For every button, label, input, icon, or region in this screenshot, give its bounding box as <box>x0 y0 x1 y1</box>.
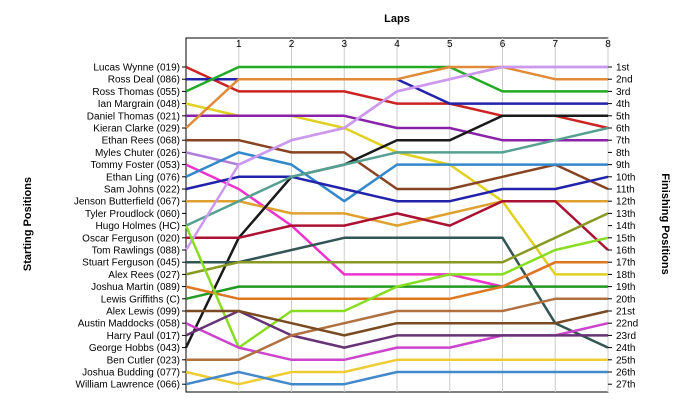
finishing-label: 17th <box>616 258 635 269</box>
series-line <box>184 114 608 349</box>
gridlines <box>238 38 609 392</box>
finishing-label: 13th <box>616 209 635 220</box>
starting-label: Harry Paul (017) <box>107 331 180 342</box>
starting-labels: Lucas Wynne (019)Ross Deal (086)Ross Tho… <box>74 63 186 391</box>
series-line <box>186 199 609 251</box>
x-tick-labels: 1 2 3 4 5 6 7 8 <box>236 39 611 50</box>
x-tick-label: 2 <box>289 39 295 50</box>
starting-label: Joshua Martin (089) <box>91 282 180 293</box>
x-tick-label: 7 <box>552 39 558 50</box>
starting-label: Tommy Foster (053) <box>91 160 180 171</box>
right-axis-title: Finishing Positions <box>659 173 671 274</box>
starting-label: Ross Thomas (055) <box>92 87 180 98</box>
finishing-label: 27th <box>616 380 635 391</box>
starting-label: Hugo Holmes (HC) <box>96 221 180 232</box>
left-axis-title: Starting Positions <box>22 177 34 271</box>
x-tick-label: 4 <box>394 39 400 50</box>
starting-label: Daniel Thomas (021) <box>87 111 180 122</box>
starting-label: Tyler Proudlock (060) <box>85 209 180 220</box>
series-line <box>186 309 609 337</box>
series-line <box>185 212 609 276</box>
starting-label: Lewis Griffiths (C) <box>101 294 180 305</box>
series-line <box>185 175 609 203</box>
finishing-label: 18th <box>616 270 635 281</box>
starting-label: Myles Chuter (026) <box>95 148 180 159</box>
finishing-label: 3rd <box>616 87 630 98</box>
finishing-label: 1st <box>616 63 630 74</box>
starting-label: Alex Lewis (099) <box>106 307 180 318</box>
finishing-label: 25th <box>616 355 635 366</box>
starting-label: Kieran Clarke (029) <box>93 124 180 135</box>
starting-label: Tom Rawlings (088) <box>92 246 180 257</box>
finishing-label: 23rd <box>616 331 636 342</box>
x-tick-label: 8 <box>605 39 611 50</box>
starting-label: Ethan Rees (068) <box>102 136 180 147</box>
finishing-labels: 1st2nd3rd4th5th6th7th8th9th10th11th12th1… <box>608 63 638 391</box>
finishing-label: 26th <box>616 368 635 379</box>
starting-label: Lucas Wynne (019) <box>93 63 180 74</box>
starting-label: George Hobbs (043) <box>89 343 180 354</box>
finishing-label: 20th <box>616 294 635 305</box>
starting-label: Sam Johns (022) <box>104 185 180 196</box>
finishing-label: 5th <box>616 111 630 122</box>
finishing-label: 14th <box>616 221 635 232</box>
series-line <box>185 65 608 93</box>
starting-label: Ben Cutler (023) <box>107 355 180 366</box>
series-lines <box>184 65 609 386</box>
finishing-label: 16th <box>616 246 635 257</box>
finishing-label: 7th <box>616 136 630 147</box>
series-line <box>185 65 608 129</box>
series-line <box>185 370 608 386</box>
x-tick-label: 6 <box>500 39 506 50</box>
finishing-label: 22nd <box>616 319 638 330</box>
starting-label: Austin Maddocks (058) <box>78 319 180 330</box>
starting-label: Joshua Budding (077) <box>82 368 180 379</box>
finishing-label: 11th <box>616 185 635 196</box>
series-line <box>185 309 608 349</box>
finishing-label: 2nd <box>616 75 633 86</box>
starting-label: Ethan Ling (076) <box>106 172 180 183</box>
series-line <box>186 138 609 191</box>
x-tick-label: 3 <box>341 39 347 50</box>
series-line <box>185 260 608 301</box>
finishing-label: 24th <box>616 343 635 354</box>
finishing-label: 10th <box>616 172 635 183</box>
starting-label: Alex Rees (027) <box>108 270 180 281</box>
series-line <box>186 236 609 349</box>
starting-label: William Lawrence (066) <box>76 380 180 391</box>
finishing-label: 4th <box>616 99 630 110</box>
series-line <box>186 114 608 142</box>
finishing-label: 19th <box>616 282 635 293</box>
starting-label: Stuart Ferguson (045) <box>82 258 180 269</box>
series-line <box>186 297 608 362</box>
series-line <box>184 65 608 251</box>
starting-label: Oscar Ferguson (020) <box>82 233 180 244</box>
x-tick-label: 5 <box>447 39 453 50</box>
finishing-label: 21st <box>616 307 635 318</box>
series-line <box>185 126 609 227</box>
series-line <box>185 358 608 386</box>
finishing-label: 6th <box>616 124 630 135</box>
finishing-label: 9th <box>616 160 630 171</box>
starting-label: Ross Deal (086) <box>108 75 180 86</box>
series-line <box>184 225 609 349</box>
starting-label: Ian Margrain (048) <box>98 99 180 110</box>
finishing-label: 8th <box>616 148 630 159</box>
x-tick-label: 1 <box>236 39 242 50</box>
starting-label: Jenson Butterfield (067) <box>74 197 180 208</box>
finishing-label: 15th <box>616 233 635 244</box>
finishing-label: 12th <box>616 197 635 208</box>
x-axis-title: Laps <box>384 13 410 25</box>
